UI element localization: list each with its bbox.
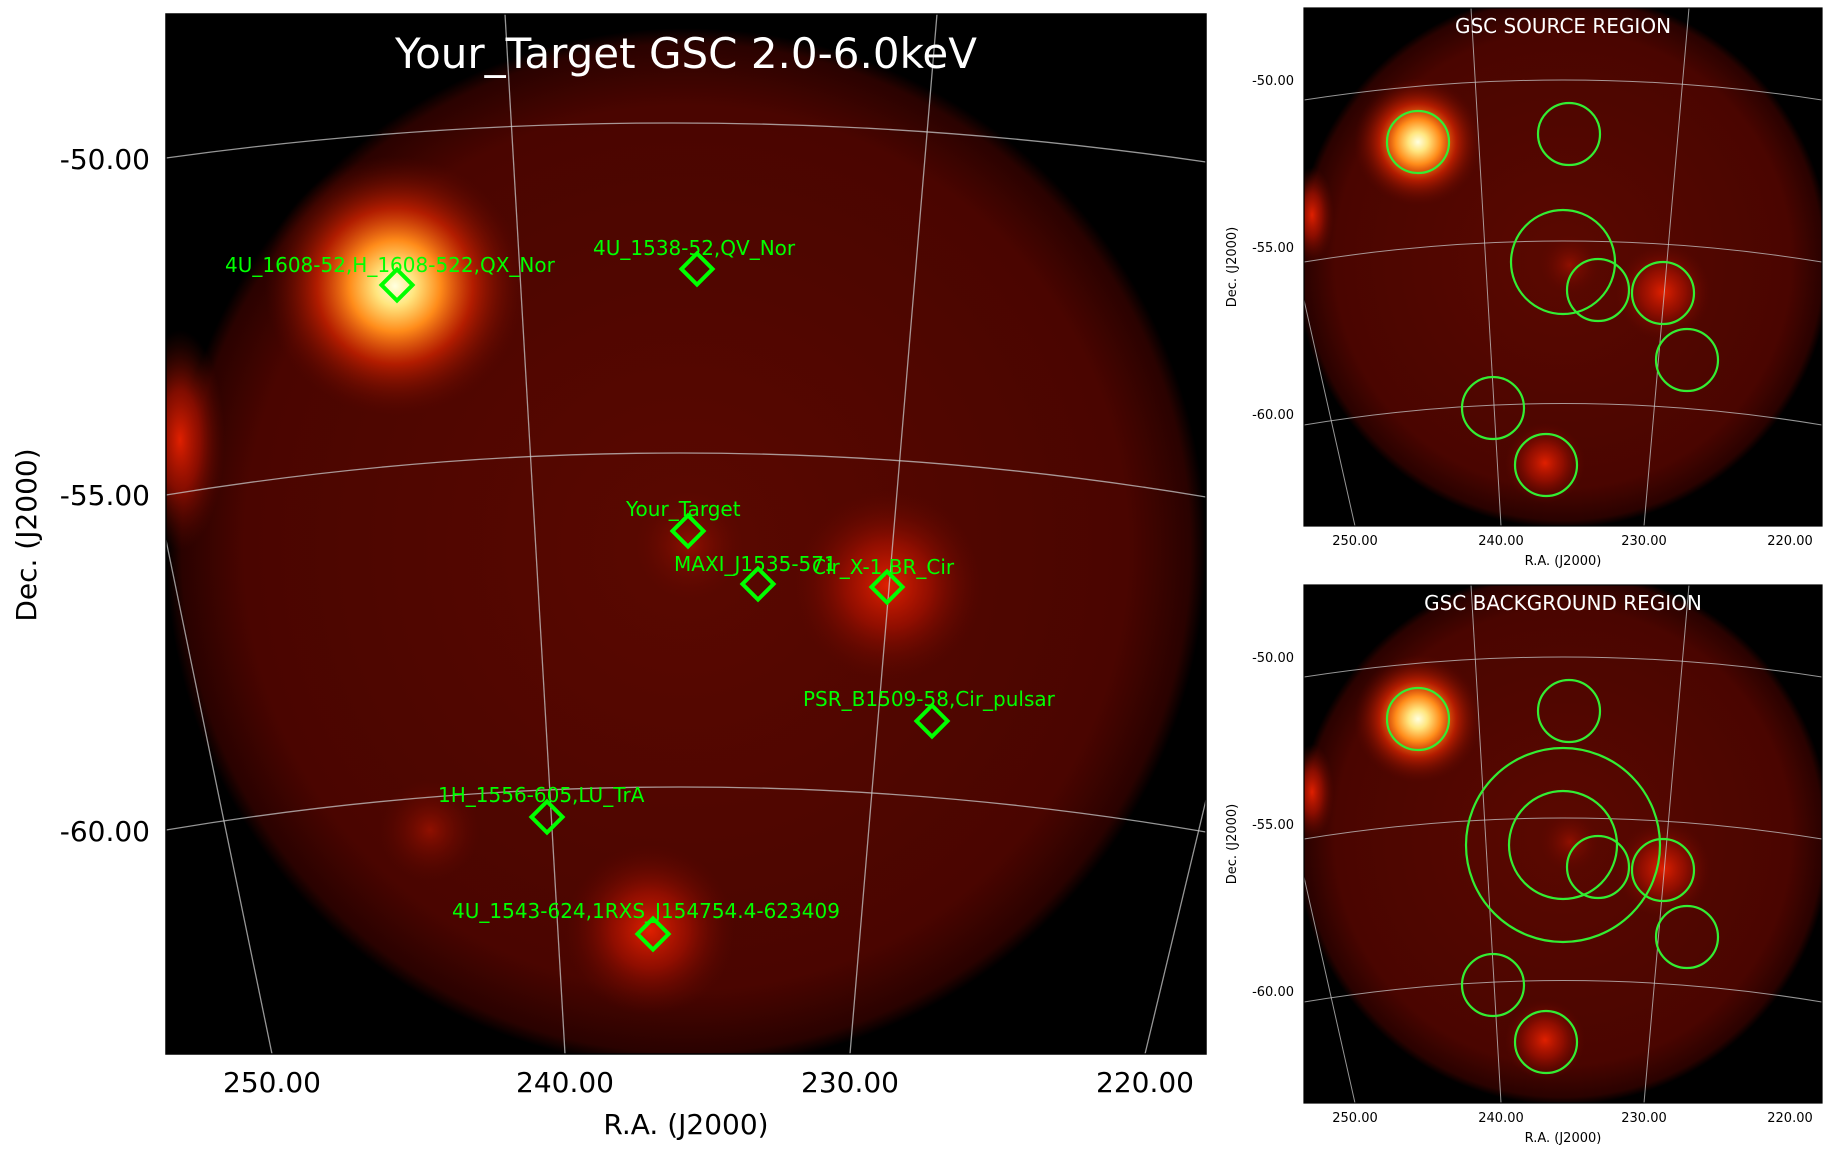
excluded-source-circle <box>1536 101 1602 167</box>
x-tick-label: 250.00 <box>1332 534 1378 549</box>
background-inner-excluded-circle <box>1507 789 1619 901</box>
y-tick-label: -50.00 <box>1252 74 1294 89</box>
source-x-ticks: 250.00 240.00 230.00 220.00 <box>1332 534 1813 549</box>
source-marker <box>378 266 416 304</box>
y-tick-label: -60.00 <box>1252 408 1294 423</box>
excluded-source-circle <box>1630 260 1696 326</box>
source-panel-title: GSC SOURCE REGION <box>1455 14 1671 38</box>
y-tick-label: -50.00 <box>1252 651 1294 666</box>
source-marker <box>678 250 716 288</box>
source-label: 4U_1608-52,H_1608-522,QX_Nor <box>225 253 556 277</box>
source-label: 4U_1543-624,1RXS_J154754.4-623409 <box>452 899 840 923</box>
excluded-source-circle <box>1385 686 1451 752</box>
excluded-source-circle <box>1565 257 1631 323</box>
x-tick-label: 250.00 <box>1332 1111 1378 1126</box>
main-panel: 4U_1608-52,H_1608-522,QX_Nor 4U_1538-52,… <box>10 13 1207 1141</box>
background-frame <box>1303 584 1823 1104</box>
main-image <box>166 14 1206 1054</box>
background-y-ticks: -50.00 -55.00 -60.00 <box>1252 651 1294 1000</box>
main-title: Your_Target GSC 2.0-6.0keV <box>394 29 977 78</box>
excluded-source-circle <box>1630 837 1696 903</box>
x-tick-label: 230.00 <box>1621 534 1667 549</box>
source-markers <box>378 250 951 953</box>
source-label: PSR_B1509-58,Cir_pulsar <box>803 687 1056 711</box>
y-axis-label: Dec. (J2000) <box>1225 804 1240 884</box>
source-region-panel: GSC SOURCE REGION -50.00 -55.00 -60.00 2… <box>1225 7 1823 569</box>
y-tick-label: -60.00 <box>1252 985 1294 1000</box>
source-frame <box>1303 7 1823 527</box>
excluded-source-circle <box>1460 952 1526 1018</box>
x-tick-label: 240.00 <box>516 1066 614 1099</box>
main-y-ticks: -50.00 -55.00 -60.00 <box>60 143 150 848</box>
source-marker <box>913 702 951 740</box>
x-tick-label: 220.00 <box>1767 1111 1813 1126</box>
excluded-source-circle <box>1565 834 1631 900</box>
excluded-source-circle <box>1654 904 1720 970</box>
source-marker <box>669 512 707 550</box>
x-axis-label: R.A. (J2000) <box>1525 554 1602 569</box>
y-axis-label: Dec. (J2000) <box>10 448 43 621</box>
source-label: MAXI_J1535-571 <box>674 552 837 576</box>
main-x-ticks: 250.00 240.00 230.00 220.00 <box>223 1066 1194 1099</box>
background-x-ticks: 250.00 240.00 230.00 220.00 <box>1332 1111 1813 1126</box>
x-tick-label: 230.00 <box>1621 1111 1667 1126</box>
y-tick-label: -55.00 <box>1252 241 1294 256</box>
y-tick-label: -50.00 <box>60 143 150 176</box>
main-frame <box>165 13 1207 1055</box>
excluded-source-circle <box>1513 432 1579 498</box>
excluded-source-circle <box>1460 375 1526 441</box>
excluded-source-circle <box>1385 109 1451 175</box>
background-outer-circle <box>1464 746 1662 944</box>
source-marker <box>634 915 672 953</box>
excluded-source-circle <box>1536 678 1602 744</box>
excluded-source-circle <box>1654 327 1720 393</box>
background-panel-title: GSC BACKGROUND REGION <box>1424 591 1702 615</box>
background-image <box>1304 585 1822 1103</box>
y-tick-label: -55.00 <box>60 479 150 512</box>
background-region-panel: GSC BACKGROUND REGION -50.00 -55.00 -60.… <box>1225 584 1823 1146</box>
x-tick-label: 250.00 <box>223 1066 321 1099</box>
source-region-circles <box>1385 101 1720 498</box>
source-label: Cir_X-1,BR_Cir <box>812 555 955 579</box>
source-label: 4U_1538-52,QV_Nor <box>593 236 796 260</box>
source-marker <box>868 568 906 606</box>
y-tick-label: -60.00 <box>60 815 150 848</box>
source-y-ticks: -50.00 -55.00 -60.00 <box>1252 74 1294 423</box>
y-tick-label: -55.00 <box>1252 818 1294 833</box>
source-label: Your_Target <box>625 497 741 521</box>
x-tick-label: 240.00 <box>1478 534 1524 549</box>
x-tick-label: 230.00 <box>801 1066 899 1099</box>
x-tick-label: 220.00 <box>1096 1066 1194 1099</box>
source-labels: 4U_1608-52,H_1608-522,QX_Nor 4U_1538-52,… <box>225 236 1056 923</box>
source-extraction-circle <box>1509 208 1617 316</box>
source-marker <box>528 798 566 836</box>
source-marker <box>739 565 777 603</box>
excluded-source-circle <box>1513 1009 1579 1075</box>
y-axis-label: Dec. (J2000) <box>1225 227 1240 307</box>
background-region-circles <box>1385 678 1720 1075</box>
x-axis-label: R.A. (J2000) <box>1525 1131 1602 1146</box>
x-tick-label: 240.00 <box>1478 1111 1524 1126</box>
x-axis-label: R.A. (J2000) <box>603 1108 768 1141</box>
source-label: 1H_1556-605,LU_TrA <box>438 783 645 807</box>
x-tick-label: 220.00 <box>1767 534 1813 549</box>
